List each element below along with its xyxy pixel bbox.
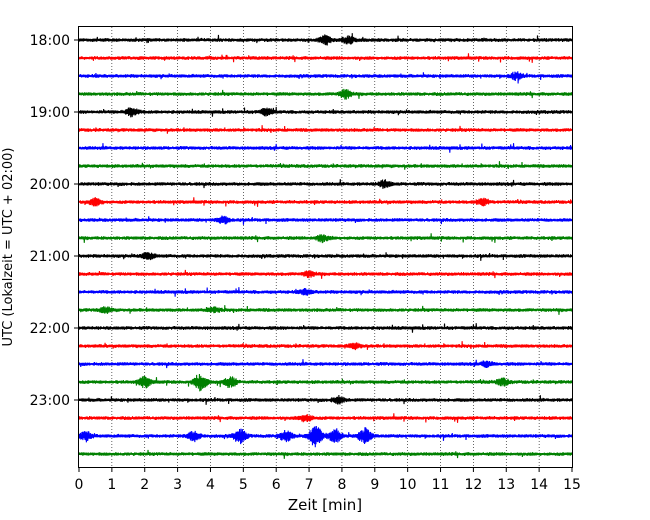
trace-2245 (78, 373, 573, 392)
trace-1930 (78, 143, 573, 153)
trace-group (78, 33, 573, 459)
vertical-grid (111, 27, 540, 467)
y-axis: 18:00 19:00 20:00 21:00 22:00 23:00 (30, 33, 79, 409)
trace-2045 (78, 233, 573, 244)
trace-2300 (78, 395, 573, 405)
x-tick-label: 10 (399, 477, 417, 493)
y-tick-label: 19:00 (30, 105, 70, 121)
trace-1900 (78, 106, 573, 118)
x-tick-label: 12 (464, 477, 482, 493)
x-tick-label: 5 (239, 477, 248, 493)
x-tick-label: 7 (305, 477, 314, 493)
x-tick-label: 8 (337, 477, 346, 493)
x-tick-label: 11 (432, 477, 450, 493)
trace-1945 (78, 161, 573, 170)
trace-2230 (78, 359, 573, 369)
trace-1815 (78, 53, 573, 63)
trace-2130 (78, 287, 573, 297)
x-axis: 0 1 2 3 4 5 6 7 8 9 10 11 12 13 14 15 (75, 467, 581, 493)
x-tick-label: 0 (75, 477, 84, 493)
trace-1915 (78, 125, 573, 134)
x-tick-label: 9 (370, 477, 379, 493)
trace-2200 (78, 323, 573, 333)
x-tick-label: 6 (272, 477, 281, 493)
trace-2100 (78, 252, 573, 261)
x-tick-label: 4 (206, 477, 215, 493)
trace-2115 (78, 269, 573, 279)
y-tick-label: 20:00 (30, 177, 70, 193)
y-axis-label: UTC (Lokalzeit = UTC + 02:00) (1, 148, 16, 347)
trace-1830 (78, 71, 573, 84)
trace-1845 (78, 88, 573, 100)
x-tick-label: 13 (497, 477, 515, 493)
x-tick-label: 3 (173, 477, 182, 493)
trace-2215 (78, 341, 573, 351)
trace-2315 (78, 413, 573, 423)
y-tick-label: 21:00 (30, 249, 70, 265)
trace-2330 (78, 425, 573, 448)
plot-frame (78, 26, 573, 468)
trace-2345 (78, 449, 573, 459)
x-axis-label: Zeit [min] (288, 496, 362, 514)
trace-2145 (78, 305, 573, 315)
x-tick-label: 14 (530, 477, 548, 493)
trace-2030 (78, 215, 573, 225)
y-tick-label: 22:00 (30, 321, 70, 337)
y-tick-label: 18:00 (30, 33, 70, 49)
y-tick-label: 23:00 (30, 393, 70, 409)
x-tick-label: 2 (140, 477, 149, 493)
x-tick-label: 1 (107, 477, 116, 493)
x-tick-label: 15 (563, 477, 581, 493)
trace-2000 (78, 179, 573, 189)
trace-2015 (78, 197, 573, 207)
trace-1800 (78, 33, 573, 46)
